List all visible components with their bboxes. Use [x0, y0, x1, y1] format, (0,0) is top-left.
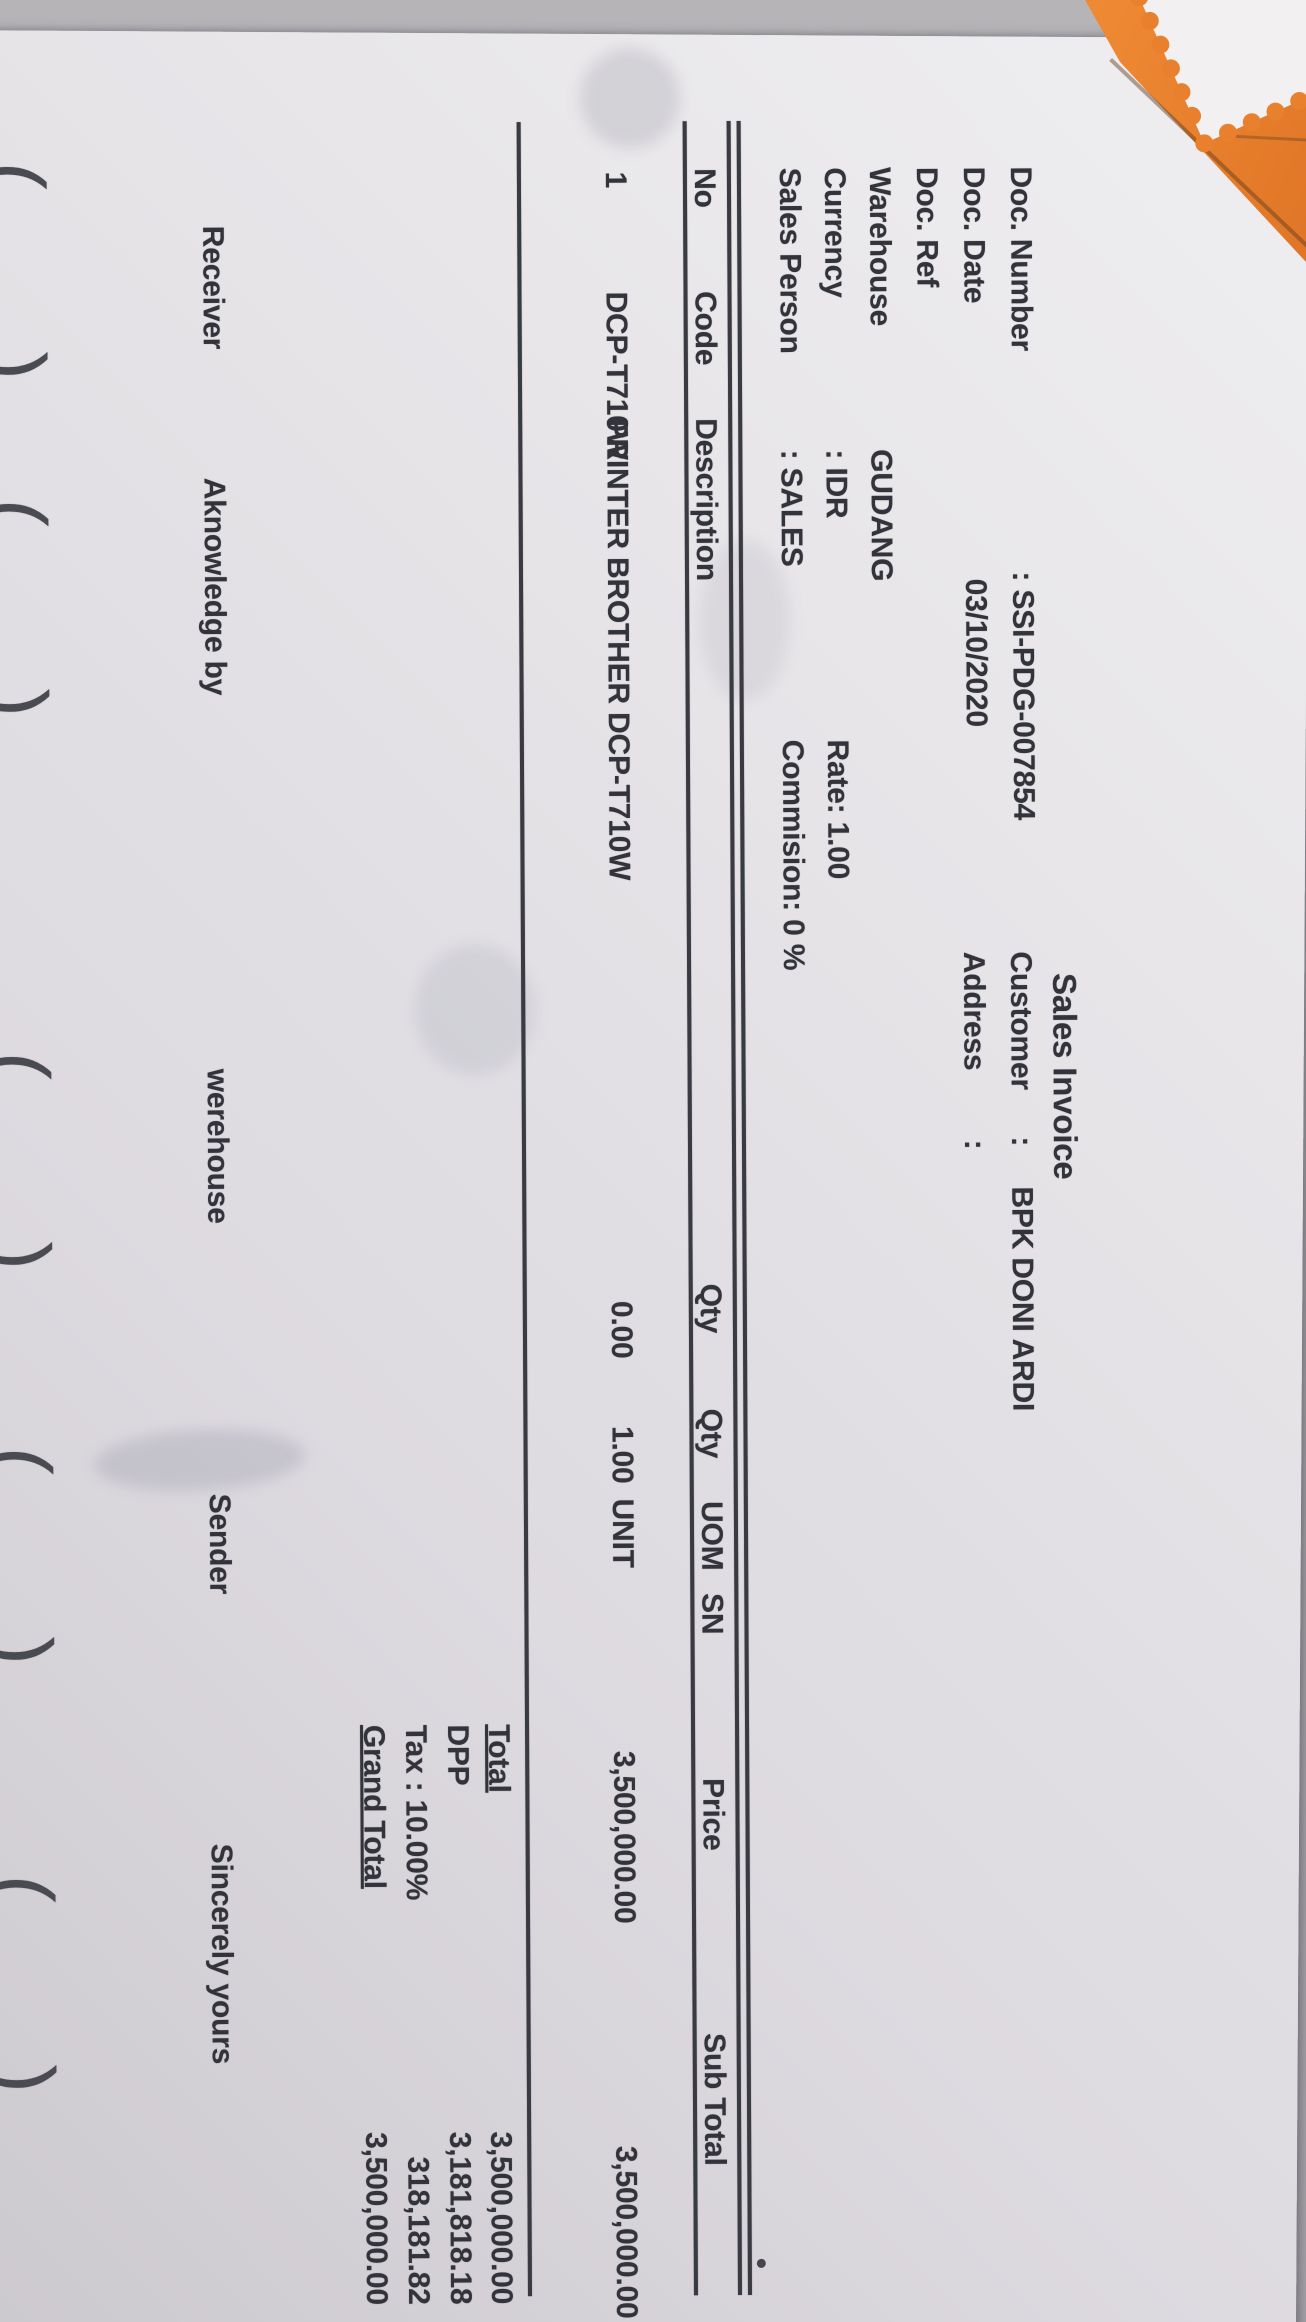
signature-label-sincerely: Sincerely yours [204, 1843, 239, 2065]
show-through-smudge [580, 48, 680, 148]
signature-bracket-open: ( [0, 498, 63, 528]
show-through-smudge [700, 540, 790, 700]
warehouse-value: GUDANG [864, 449, 899, 582]
doc-number-label: Doc. Number [1003, 166, 1038, 352]
warehouse-label: Warehouse [862, 167, 897, 327]
address-label: Address [956, 951, 991, 1071]
column-header-subtotal: Sub Total [697, 2033, 732, 2166]
sales-person-label: Sales Person [772, 167, 807, 354]
table-cell-no: 1 [598, 171, 632, 189]
column-header-uom: UOM [694, 1501, 729, 1571]
tax-value: 318,181.82 [401, 2156, 436, 2305]
table-cell-price: 3,500,000.00 [607, 1750, 642, 1924]
grand-total-value: 3,500,000.00 [359, 2132, 394, 2305]
total-value: 3,500,000.00 [484, 2131, 519, 2305]
customer-colon: : [1004, 1136, 1038, 1147]
signature-bracket-open: ( [0, 1051, 66, 1081]
column-header-price: Price [696, 1778, 730, 1851]
signature-label-warehouse: werehouse [200, 1068, 235, 1224]
column-header-code: Code [688, 291, 722, 366]
table-cell-qty2: 1.00 [605, 1425, 639, 1484]
table-bottom-border [516, 122, 533, 2297]
signature-bracket-close: ) [0, 1636, 69, 1666]
column-header-qty2: Qty [694, 1408, 728, 1459]
dpp-value: 3,181,818.18 [443, 2131, 478, 2305]
currency-label: Currency [817, 167, 852, 298]
signature-bracket-open: ( [0, 161, 61, 191]
stamp-scalloped-edge-graphic [1130, 0, 1306, 153]
grand-total-label: Grand Total [357, 1724, 391, 1889]
total-label: Total [482, 1724, 516, 1793]
signature-bracket-close: ) [0, 2064, 71, 2094]
signature-label-sender: Sender [202, 1493, 237, 1595]
column-header-sn: SN [695, 1593, 729, 1635]
stray-ink-dot [756, 2258, 766, 2268]
signature-label-receiver: Receiver [196, 225, 230, 350]
signature-label-acknowledge: Aknowledge by [197, 477, 232, 696]
doc-number-value: : SSI-PDG-007854 [1005, 571, 1041, 821]
tax-label: Tax : 10.00% [399, 1724, 433, 1901]
doc-ref-label: Doc. Ref [909, 166, 944, 288]
signature-bracket-close: ) [0, 1241, 67, 1271]
currency-rate: Rate: 1.00 [820, 739, 855, 880]
currency-value: : IDR [819, 449, 853, 519]
stamp-shape [1123, 0, 1306, 168]
sales-person-value: : SALES [774, 449, 808, 567]
table-cell-subtotal: 3,500,000.00 [609, 2145, 644, 2319]
signature-bracket-open: ( [0, 1446, 68, 1476]
customer-label: Customer [1003, 951, 1038, 1091]
dpp-label: DPP [441, 1724, 475, 1786]
column-header-description: Description [689, 418, 724, 582]
address-colon: : [957, 1139, 992, 1150]
sales-person-commission: Commision: 0 % [775, 739, 811, 971]
signature-bracket-open: ( [0, 1874, 70, 1904]
table-cell-uom: UNIT [605, 1498, 640, 1568]
show-through-smudge [415, 945, 535, 1075]
doc-date-label: Doc. Date [956, 166, 991, 304]
customer-value: BPK DONI ARDI [1005, 1186, 1040, 1412]
signature-bracket-close: ) [0, 351, 62, 381]
table-cell-description: PRINTER BROTHER DCP-T710W [600, 418, 636, 881]
doc-date-value: 03/10/2020 [959, 578, 993, 727]
invoice-title: Sales Invoice [1046, 972, 1085, 1180]
signature-bracket-close: ) [0, 688, 64, 718]
column-header-no: No [687, 168, 722, 208]
